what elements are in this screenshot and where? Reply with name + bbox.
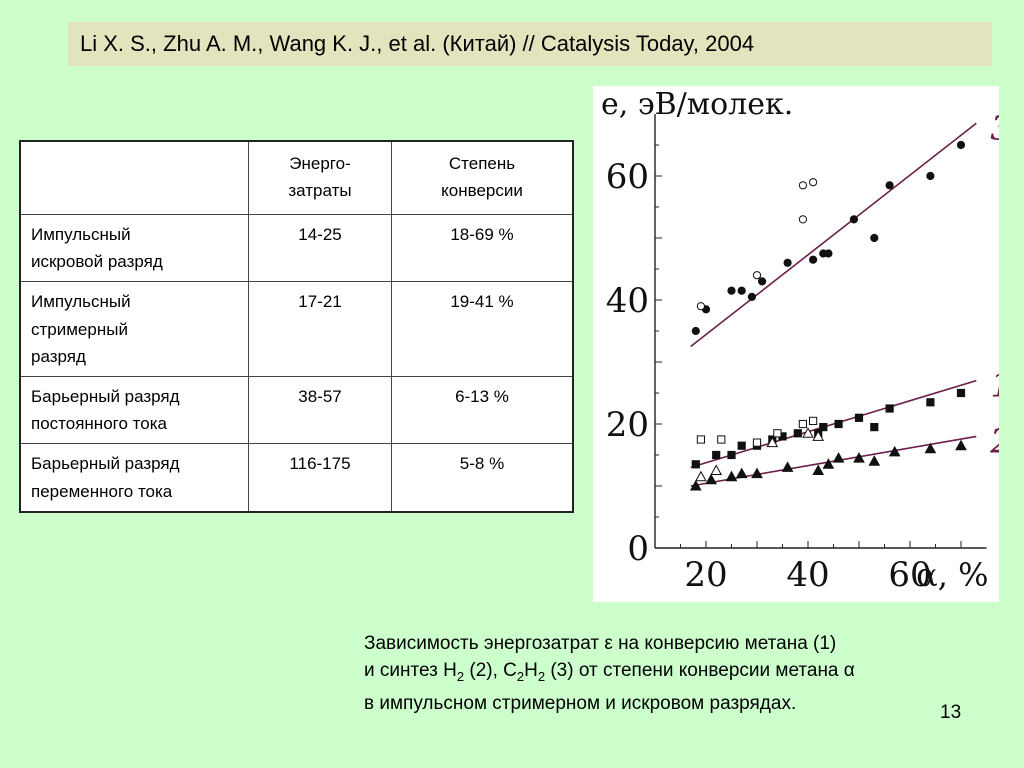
data-point	[752, 271, 762, 280]
data-point	[737, 286, 746, 295]
data-point	[870, 233, 879, 243]
table-cell: Барьерный разряд постоянного тока	[19, 375, 249, 445]
data-point	[849, 215, 858, 224]
data-point	[802, 427, 814, 438]
table-cell: 18-69 %	[391, 213, 574, 283]
table-header-cell: Степень конверсии	[391, 140, 574, 215]
data-point	[793, 429, 802, 438]
fit-line	[690, 122, 977, 348]
data-point	[781, 461, 794, 472]
data-point	[926, 171, 935, 181]
chart-container: 20 40 60 0 20 40 60 e, эВ/молек. α, % 3 1 2	[593, 86, 999, 602]
x-tick-label: 60	[888, 555, 931, 595]
data-point	[798, 419, 808, 429]
data-point	[737, 441, 746, 450]
series-label: 1	[990, 366, 999, 406]
data-point	[868, 455, 881, 466]
data-point	[691, 460, 700, 469]
table-row: Барьерный разряд переменного тока 116-175 5…	[19, 443, 574, 513]
data-point	[812, 464, 825, 475]
table-header-row: Энерго-затраты Степень конверсии	[19, 140, 574, 215]
table-cell: Импульсный стримерный разряд	[19, 281, 249, 377]
table-cell: 5-8 %	[391, 443, 574, 513]
series-label: 3	[990, 108, 999, 148]
data-point	[854, 413, 864, 422]
figure-caption: Зависимость энергозатрат ε на конверсию …	[364, 630, 1020, 717]
y-tick-label: 60	[606, 157, 649, 197]
table-cell: 17-21	[248, 281, 392, 377]
data-point	[747, 292, 756, 301]
y-axis-label: e, эВ/молек.	[601, 87, 793, 122]
data-point	[705, 473, 717, 485]
table-cell: 38-57	[248, 375, 392, 445]
table-cell: Барьерный разряд переменного тока	[19, 443, 249, 513]
x-tick-label: 20	[684, 555, 727, 595]
data-point	[727, 286, 736, 295]
data-point	[956, 388, 966, 398]
table-row: Импульсный искровой разряд 14-25 18-69 %	[19, 213, 574, 283]
data-point	[926, 398, 935, 407]
data-point	[809, 416, 818, 425]
table-cell: 6-13 %	[391, 375, 574, 445]
data-point	[727, 450, 736, 460]
table-cell: Импульсный искровой разряд	[19, 213, 249, 283]
data-point	[955, 439, 967, 451]
data-point	[853, 452, 865, 463]
data-point	[888, 445, 901, 457]
data-point	[691, 326, 700, 336]
table-cell: 14-25	[248, 213, 392, 283]
data-point	[689, 479, 702, 491]
table-row: Барьерный разряд постоянного тока 38-57 6-1…	[19, 375, 574, 445]
table-header-cell	[19, 140, 249, 215]
data-point	[696, 435, 706, 444]
data-point	[766, 436, 779, 448]
data-point	[758, 277, 767, 286]
data-point	[956, 140, 966, 150]
data-point	[710, 464, 723, 475]
y-tick-label: 40	[606, 281, 649, 321]
data-point	[870, 423, 879, 432]
data-point	[717, 435, 726, 444]
data-point	[822, 458, 835, 469]
data-point	[735, 467, 748, 479]
data-point	[751, 467, 763, 479]
x-axis-label: α, %	[916, 556, 988, 594]
slide-number: 13	[940, 702, 962, 723]
data-point	[725, 470, 738, 482]
data-point	[752, 438, 762, 447]
table-cell: 19-41 %	[391, 281, 574, 377]
data-point	[783, 258, 792, 267]
data-point	[924, 442, 937, 454]
scatter-chart: 20 40 60 0 20 40 60 e, эВ/молек. α, % 3 1 2	[601, 87, 999, 595]
y-tick-label: 0	[627, 529, 649, 569]
y-tick-label: 20	[606, 405, 649, 445]
table-row: Импульсный стримерный разряд 17-21 19-41 %	[19, 281, 574, 377]
series-label: 2	[989, 421, 999, 461]
caption-line: в импульсном стримерном и искровом разря…	[364, 692, 797, 714]
data-point	[832, 452, 845, 463]
data-point	[885, 181, 894, 190]
data-point	[798, 215, 807, 224]
data-point	[809, 255, 818, 264]
data-point	[809, 178, 818, 187]
caption-line: Зависимость энергозатрат ε на конверсию …	[364, 633, 837, 654]
table-header-cell: Энерго-затраты	[248, 140, 392, 215]
data-point	[885, 404, 894, 413]
reference-citation: Li X. S., Zhu A. M., Wang K. J., et al. …	[68, 22, 992, 66]
data-point	[819, 423, 828, 432]
data-point	[695, 470, 707, 482]
fit-line	[690, 379, 977, 469]
data-point	[696, 302, 706, 311]
data-point	[798, 181, 807, 190]
table-cell: 116-175	[248, 443, 392, 513]
data-point	[812, 430, 825, 441]
data-point	[773, 429, 782, 438]
data-point	[712, 450, 721, 460]
caption-line: и синтез H2 (2), C2H2 (3) от степени кон…	[364, 660, 855, 684]
data-point	[824, 249, 833, 258]
comparison-table: Энерго-затраты Степень конверсии Импульсн…	[19, 140, 574, 513]
data-point	[834, 419, 843, 429]
x-tick-label: 40	[786, 555, 829, 595]
